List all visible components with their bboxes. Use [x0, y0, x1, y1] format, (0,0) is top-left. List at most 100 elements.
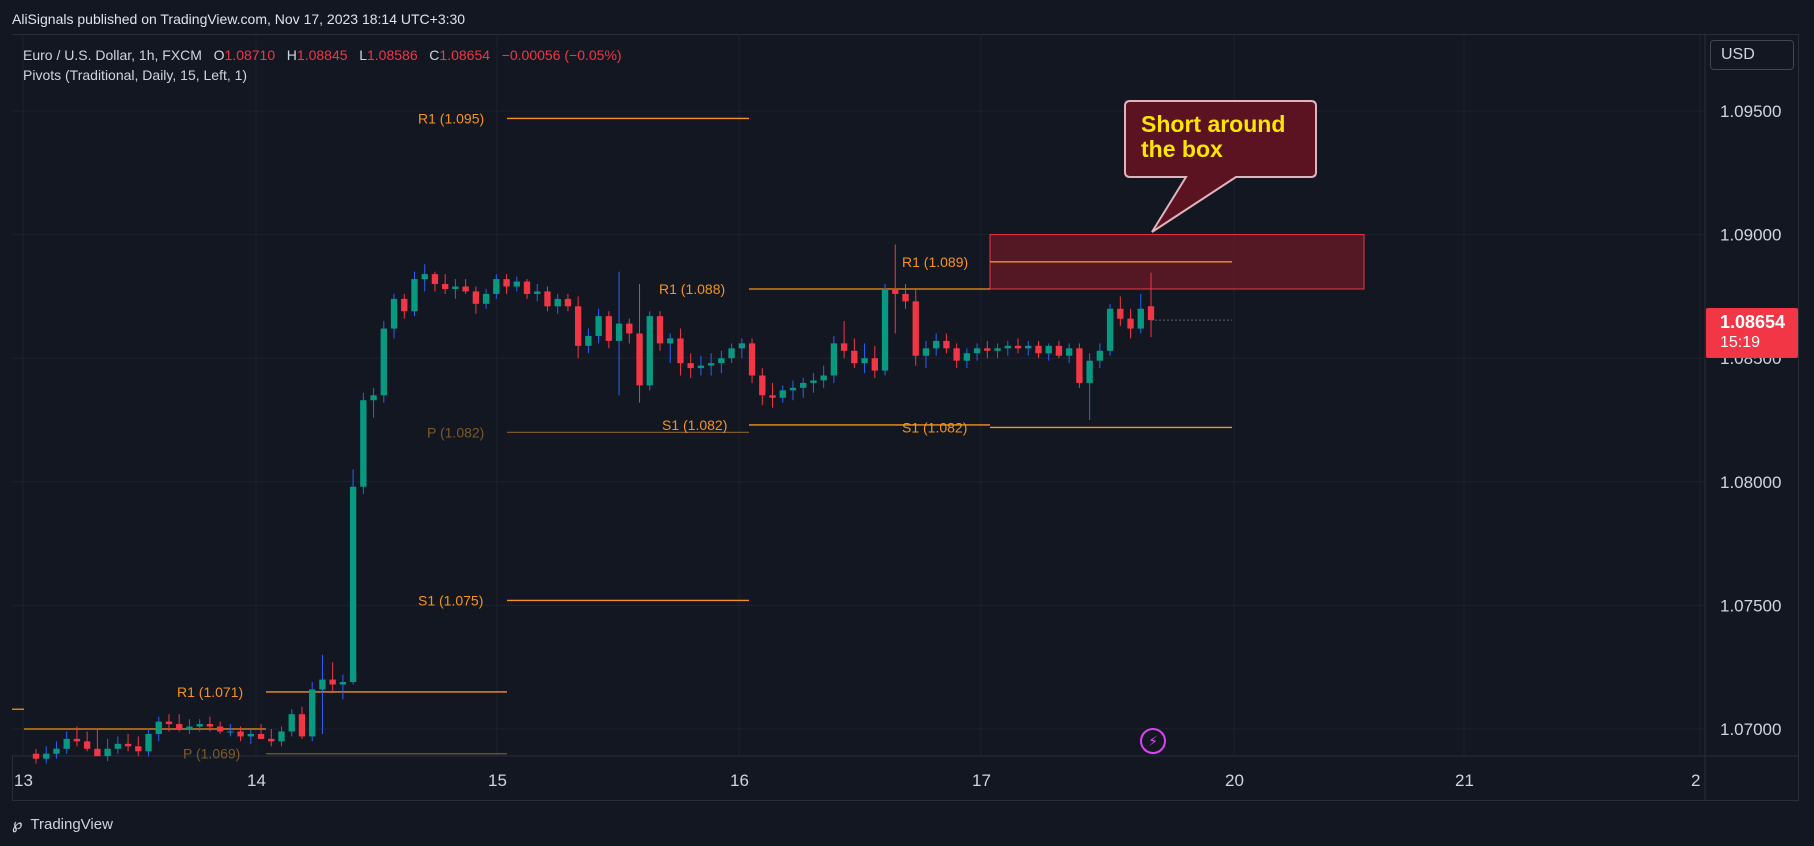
candle-body: [963, 353, 971, 361]
candle-body: [390, 298, 398, 329]
candle-body: [237, 731, 244, 737]
candle-body: [94, 748, 101, 757]
candle-body: [1127, 318, 1134, 329]
candle-body: [206, 724, 214, 727]
callout-line-1: Short around: [1141, 111, 1286, 137]
candle-body: [1086, 360, 1093, 383]
candle-body: [186, 726, 193, 729]
candle-body: [534, 291, 541, 294]
candle-body: [687, 363, 694, 369]
candle-body: [554, 298, 561, 307]
candle-body: [145, 733, 152, 752]
candle-body: [626, 323, 633, 334]
candle-body: [309, 689, 316, 737]
candle-body: [288, 714, 295, 732]
candle-body: [216, 726, 224, 732]
x-tick-label: 13: [14, 771, 33, 790]
candle-body: [247, 733, 254, 737]
candle-body: [257, 733, 265, 739]
y-tick-label: 1.07500: [1720, 596, 1781, 615]
pivot-label: S1 (1.075): [418, 592, 483, 608]
candle-body: [442, 284, 449, 289]
indicator-legend[interactable]: Pivots (Traditional, Daily, 15, Left, 1): [23, 67, 248, 83]
candle-body: [124, 743, 132, 747]
footer-brand[interactable]: ℘ TradingView: [12, 815, 113, 833]
pivot-label: P (1.082): [427, 424, 484, 440]
lightning-icon[interactable]: ⚡: [1140, 728, 1166, 754]
callout-text[interactable]: Short around the box: [1141, 112, 1285, 162]
candle-body: [810, 380, 817, 383]
candle-body: [278, 731, 285, 742]
candle-body: [973, 348, 981, 354]
low-value: 1.08586: [367, 47, 418, 63]
candle-body: [1076, 348, 1083, 383]
symbol-ohlc-row: Euro / U.S. Dollar, 1h, FXCM O1.08710 H1…: [23, 45, 622, 65]
candle-body: [1137, 308, 1144, 329]
low-label: L: [359, 47, 367, 63]
footer-brand-text: TradingView: [30, 816, 113, 833]
candle-body: [227, 731, 234, 733]
candle-body: [1096, 350, 1104, 361]
last-price-tag: 1.08654 15:19: [1706, 308, 1798, 358]
x-tick-label: 21: [1455, 771, 1474, 790]
last-price-value: 1.08654: [1720, 312, 1786, 332]
candle-body: [544, 291, 551, 307]
pivot-label: R1 (1.071): [177, 684, 243, 700]
candle-body: [452, 286, 459, 289]
candle-body: [135, 746, 142, 752]
candle-body: [43, 753, 50, 759]
candle-body: [933, 340, 940, 349]
symbol-title[interactable]: Euro / U.S. Dollar, 1h, FXCM: [23, 47, 202, 63]
candle-body: [196, 724, 203, 727]
open-label: O: [213, 47, 225, 63]
candle-body: [53, 748, 60, 754]
pivot-label: R1 (1.095): [418, 110, 484, 126]
candle-body: [615, 323, 623, 341]
candle-body: [851, 350, 858, 364]
candle-body: [472, 291, 480, 304]
x-tick-label: 20: [1225, 771, 1244, 790]
close-label: C: [429, 47, 440, 63]
candle-body: [656, 316, 664, 344]
candle-body: [912, 301, 919, 356]
candle-body: [155, 721, 162, 734]
candle-body: [370, 395, 377, 401]
candle-body: [503, 279, 510, 287]
candle-body: [697, 365, 705, 369]
candle-body: [636, 333, 643, 386]
candle-body: [1055, 345, 1063, 356]
candle-body: [994, 348, 1001, 351]
chart-legend: Euro / U.S. Dollar, 1h, FXCM O1.08710 H1…: [23, 45, 622, 85]
candle-body: [871, 358, 878, 371]
candle-body: [165, 721, 173, 725]
candle-body: [779, 390, 786, 398]
candle-body: [1025, 345, 1032, 349]
candle-body: [114, 743, 122, 749]
pivot-label: S1 (1.082): [662, 417, 727, 433]
candle-body: [748, 343, 756, 376]
candle-body: [677, 338, 684, 364]
candle-body: [1035, 345, 1042, 354]
candle-body: [421, 274, 428, 280]
y-tick-label: 1.09500: [1720, 102, 1781, 121]
open-value: 1.08710: [224, 47, 276, 63]
candle-body: [411, 279, 418, 312]
candle-body: [104, 748, 111, 757]
candle-body: [840, 343, 848, 351]
currency-button[interactable]: USD: [1710, 40, 1794, 70]
candle-body: [513, 281, 520, 287]
candle-body: [707, 363, 715, 366]
candle-body: [482, 293, 490, 304]
candle-body: [63, 738, 70, 749]
publish-header: AliSignals published on TradingView.com,…: [0, 0, 1814, 34]
candle-body: [360, 400, 367, 487]
x-tick-label: 17: [972, 771, 991, 790]
candle-body: [646, 316, 653, 386]
candle-body: [667, 338, 674, 344]
candle-body: [349, 486, 357, 683]
candle-body: [585, 335, 592, 346]
candle-body: [789, 387, 797, 391]
callout-line-2: the box: [1141, 136, 1223, 162]
candle-body: [830, 343, 838, 376]
